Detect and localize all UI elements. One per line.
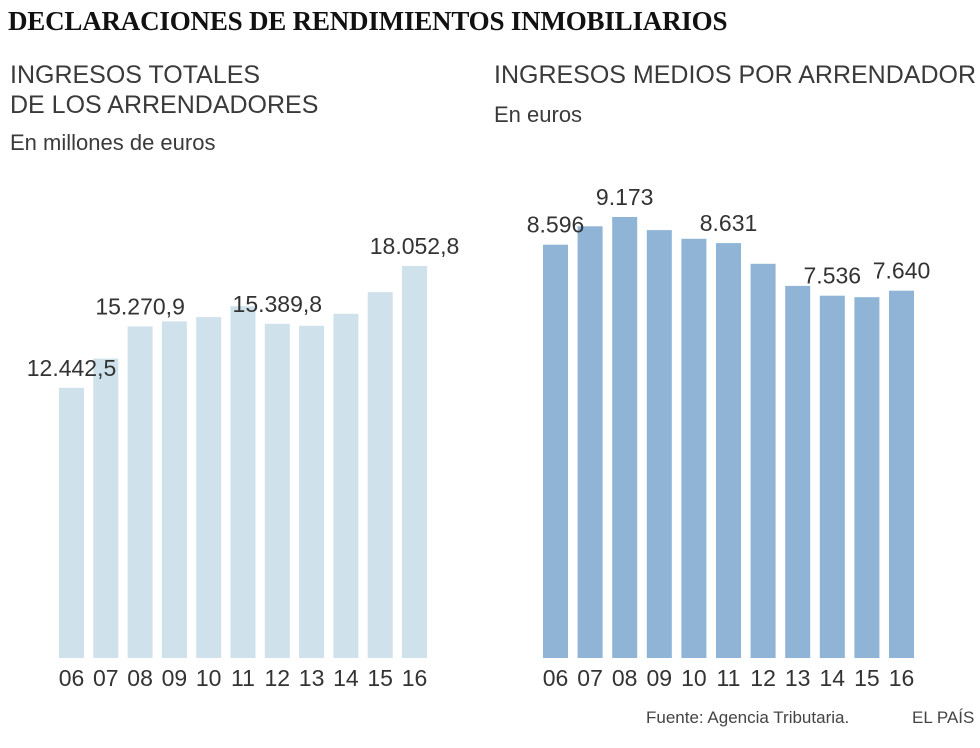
left-tick-label-07: 07 (93, 665, 119, 691)
left-data-label-08: 15.270,9 (95, 293, 185, 319)
publisher-brand: EL PAÍS (912, 708, 975, 727)
left-tick-label-16: 16 (402, 665, 428, 691)
right-data-label-14: 7.536 (804, 263, 862, 289)
right-bar-11 (716, 243, 741, 658)
right-bar-07 (577, 226, 603, 659)
right-bar-14 (819, 295, 845, 658)
left-data-label-16: 18.052,8 (370, 233, 460, 259)
left-bar-15 (367, 292, 393, 658)
right-data-label-11: 8.631 (700, 210, 758, 236)
left-bar-16 (402, 266, 427, 658)
left-tick-label-11: 11 (231, 665, 255, 691)
right-tick-label-15: 15 (854, 665, 880, 691)
page-title: DECLARACIONES DE RENDIMIENTOS INMOBILIAR… (8, 6, 728, 36)
right-tick-label-11: 11 (717, 665, 741, 691)
right-tick-label-06: 06 (543, 665, 569, 691)
right-tick-label-13: 13 (785, 665, 811, 691)
left-tick-label-10: 10 (196, 665, 222, 691)
left-bar-07 (93, 358, 119, 658)
left-bar-14 (333, 313, 359, 658)
right-bar-16 (889, 290, 914, 658)
right-bar-12 (750, 263, 776, 658)
right-tick-label-16: 16 (889, 665, 915, 691)
left-bar-06 (59, 387, 84, 658)
left-chart-bars: 06 07 08 09 10 11 12 13 14 15 16 12.442,5 15.270,9 15… (27, 233, 460, 691)
right-chart-bars: 06 07 08 09 10 11 12 13 14 15 16 8.596 9.173 8.631 7.5… (527, 184, 931, 691)
right-chart-unit: En euros (494, 102, 583, 127)
left-tick-label-13: 13 (299, 665, 325, 691)
left-tick-label-15: 15 (367, 665, 393, 691)
left-bar-08 (127, 326, 153, 658)
left-tick-label-12: 12 (265, 665, 291, 691)
right-data-label-08: 9.173 (596, 184, 654, 210)
left-data-label-12: 15.389,8 (233, 291, 323, 317)
left-bar-10 (196, 317, 222, 658)
right-chart-title: INGRESOS MEDIOS POR ARRENDADOR (494, 61, 977, 89)
left-tick-label-09: 09 (162, 665, 188, 691)
right-bar-08 (612, 217, 638, 658)
left-tick-label-14: 14 (333, 665, 359, 691)
right-tick-label-09: 09 (647, 665, 673, 691)
right-tick-label-08: 08 (612, 665, 638, 691)
left-data-label-06: 12.442,5 (27, 355, 117, 381)
left-tick-label-06: 06 (59, 665, 85, 691)
right-bar-06 (543, 244, 568, 658)
left-chart-title-line2: DE LOS ARRENDADORES (10, 91, 319, 119)
source-note: Fuente: Agencia Tributaria. (646, 708, 850, 727)
left-bar-13 (299, 325, 325, 658)
right-tick-label-14: 14 (820, 665, 846, 691)
right-bar-13 (785, 285, 811, 658)
right-data-label-16: 7.640 (873, 258, 931, 284)
right-tick-label-12: 12 (750, 665, 776, 691)
left-chart-title-line1: INGRESOS TOTALES (10, 61, 261, 89)
right-bar-15 (854, 297, 880, 658)
left-bar-11 (230, 306, 256, 658)
right-data-label-06: 8.596 (527, 212, 585, 238)
left-bar-12 (264, 323, 290, 658)
left-chart-unit: En millones de euros (10, 130, 216, 155)
left-tick-label-08: 08 (127, 665, 153, 691)
right-bar-09 (646, 230, 672, 658)
right-tick-label-10: 10 (681, 665, 707, 691)
right-bar-10 (681, 238, 707, 659)
right-tick-label-07: 07 (577, 665, 603, 691)
left-bar-09 (161, 321, 187, 658)
